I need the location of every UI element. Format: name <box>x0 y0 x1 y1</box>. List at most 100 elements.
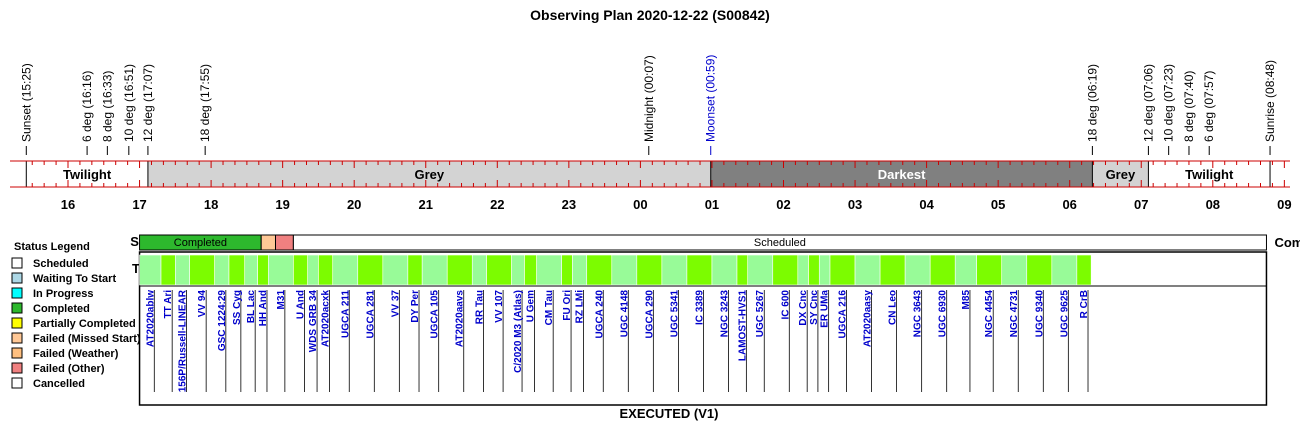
event-markers: Sunset (15:25) 6 deg (16:16) 8 deg (16:33)… <box>19 55 1277 155</box>
target-name-vv-107: VV 107 <box>494 290 505 323</box>
target-name-at2020acxk: AT2020acxk <box>321 290 332 348</box>
target-name-cn-leo: CN Leo <box>888 290 899 325</box>
event-label-6-deg-16-16: 6 deg (16:16) <box>80 71 94 142</box>
sky-segment-label-3: Grey <box>1106 167 1136 182</box>
target-block-u-and <box>293 254 308 286</box>
sky-segment-1 <box>147 161 711 187</box>
status-segment-label-scheduled: Scheduled <box>754 237 806 249</box>
tick-label-00: 00 <box>633 197 647 212</box>
target-name-dx-cnc: DX Cnc <box>798 290 809 326</box>
target-name-tt-ari: TT Ari <box>163 290 174 319</box>
target-block-ic-600 <box>772 254 799 286</box>
target-block-rr-tau <box>471 254 487 286</box>
target-name-rr-tau: RR Tau <box>474 290 485 324</box>
target-block-ic-3389 <box>686 254 713 286</box>
target-block-rz-lmi <box>572 254 588 286</box>
status-segment-scheduled <box>292 234 1267 251</box>
target-block-ss-cyg <box>228 254 246 286</box>
target-block-gsc-1224-29 <box>214 254 230 286</box>
target-name-cm-tau: CM Tau <box>544 290 555 325</box>
event-label-8-deg-07-40: 8 deg (07:40) <box>1182 71 1196 142</box>
event-label-8-deg-16-33: 8 deg (16:33) <box>100 71 114 142</box>
target-name-ugca-105: UGCA 105 <box>430 290 441 339</box>
target-block-m85 <box>954 254 977 286</box>
target-name-r-crb: R CrB <box>1079 290 1090 318</box>
target-block-ugc-9340 <box>1026 254 1053 286</box>
target-name-sy-cnc: SY Cnc <box>809 290 820 325</box>
event-label-moonset-00-59: Moonset (00:59) <box>704 55 718 142</box>
targets-frame <box>138 251 1268 406</box>
chart-title: Observing Plan 2020-12-22 (S00842) <box>530 7 770 23</box>
target-block-vv-107 <box>486 254 512 286</box>
target-name-ss-cyg: SS Cyg <box>232 290 243 325</box>
tick-label-07: 07 <box>1134 197 1148 212</box>
legend-label-cancelled: Cancelled <box>33 378 85 390</box>
target-block-er-uma <box>818 254 831 286</box>
target-block-ngc-3643 <box>904 254 931 286</box>
tick-label-17: 17 <box>132 197 146 212</box>
target-block-ugc-9625 <box>1051 254 1078 286</box>
legend-swatch-cancelled <box>11 377 23 389</box>
status-segment-2 <box>274 234 294 251</box>
target-name-ic-600: IC 600 <box>780 290 791 320</box>
target-name-ugc-5341: UGC 5341 <box>669 290 680 338</box>
tick-label-04: 04 <box>919 197 934 212</box>
target-name-hh-and: HH And <box>258 290 269 326</box>
target-name-lamost-hvs1: LAMOST-HVS1 <box>737 290 748 362</box>
target-block-ugc-5341 <box>661 254 688 286</box>
target-block-vv-94 <box>189 254 215 286</box>
target-name-c-2020-m3-atlas: C/2020 M3 (Atlas) <box>513 290 524 373</box>
target-block-at2020ablw <box>139 254 162 286</box>
target-name-ugc-6930: UGC 6930 <box>938 290 949 338</box>
legend-title: Status Legend <box>14 241 90 253</box>
target-block-at2020aasy <box>854 254 881 286</box>
target-block-m31 <box>268 254 294 286</box>
legend-label-in-progress: In Progress <box>33 288 94 300</box>
target-block-ugca-211 <box>332 254 359 286</box>
target-block-tt-ari <box>160 254 176 286</box>
target-block-ugca-216 <box>829 254 856 286</box>
target-block-u-gem <box>524 254 537 286</box>
tick-label-23: 23 <box>562 197 576 212</box>
legend-swatch-failed-missed-start <box>11 332 23 344</box>
target-name-u-and: U And <box>296 290 307 319</box>
sky-segment-3 <box>1092 161 1149 187</box>
target-name-ugca-281: UGCA 281 <box>365 290 376 339</box>
legend-swatch-partially-completed <box>11 317 23 329</box>
target-name-ugc-4148: UGC 4148 <box>619 290 630 338</box>
target-name-ugc-9340: UGC 9340 <box>1034 290 1045 338</box>
target-block-sy-cnc <box>808 254 820 286</box>
target-block-ngc-3243 <box>711 254 738 286</box>
target-name-m85: M85 <box>961 290 972 310</box>
target-block-bl-lac <box>244 254 258 286</box>
time-axis: 16 17 18 19 20 21 22 23 00 01 02 03 04 05 06 07 08 09 <box>10 160 1292 212</box>
status-legend: Status Legend Scheduled Waiting To Start In… <box>11 241 141 390</box>
sky-segment-label-1: Grey <box>415 167 445 182</box>
event-label-sunrise-08-48: Sunrise (08:48) <box>1263 60 1277 142</box>
target-name-ugca-216: UGCA 216 <box>838 290 849 339</box>
target-block-hh-and <box>257 254 269 286</box>
legend-label-completed: Completed <box>33 303 90 315</box>
target-block-ugc-5267 <box>747 254 774 286</box>
target-name-ugca-240: UGCA 240 <box>594 290 605 339</box>
target-name-wds-grb-34: WDS GRB 34 <box>308 290 319 353</box>
target-block-ugca-105 <box>421 254 448 286</box>
sky-segment-2 <box>710 161 1093 187</box>
target-name-ngc-3643: NGC 3643 <box>913 290 924 338</box>
legend-label-failed-missed-start: Failed (Missed Start) <box>33 333 141 345</box>
target-block-at2020acxk <box>318 254 334 286</box>
event-label-10-deg-07-23: 10 deg (07:23) <box>1162 64 1176 142</box>
target-block-dy-per <box>407 254 423 286</box>
event-label-sunset-15-25: Sunset (15:25) <box>19 63 33 142</box>
event-label-12-deg-07-06: 12 deg (07:06) <box>1141 64 1155 142</box>
event-label-10-deg-16-51: 10 deg (16:51) <box>122 64 136 142</box>
target-block-at2020aavs <box>446 254 473 286</box>
event-label-18-deg-06-19: 18 deg (06:19) <box>1085 64 1099 142</box>
target-block-156p-russell-linear <box>175 254 190 286</box>
tick-label-22: 22 <box>490 197 504 212</box>
event-label-18-deg-17-55: 18 deg (17:55) <box>198 64 212 142</box>
target-block-ugca-290 <box>636 254 663 286</box>
target-block-dx-cnc <box>797 254 809 286</box>
target-name-ngc-4454: NGC 4454 <box>984 290 995 338</box>
legend-swatch-scheduled <box>11 257 23 269</box>
